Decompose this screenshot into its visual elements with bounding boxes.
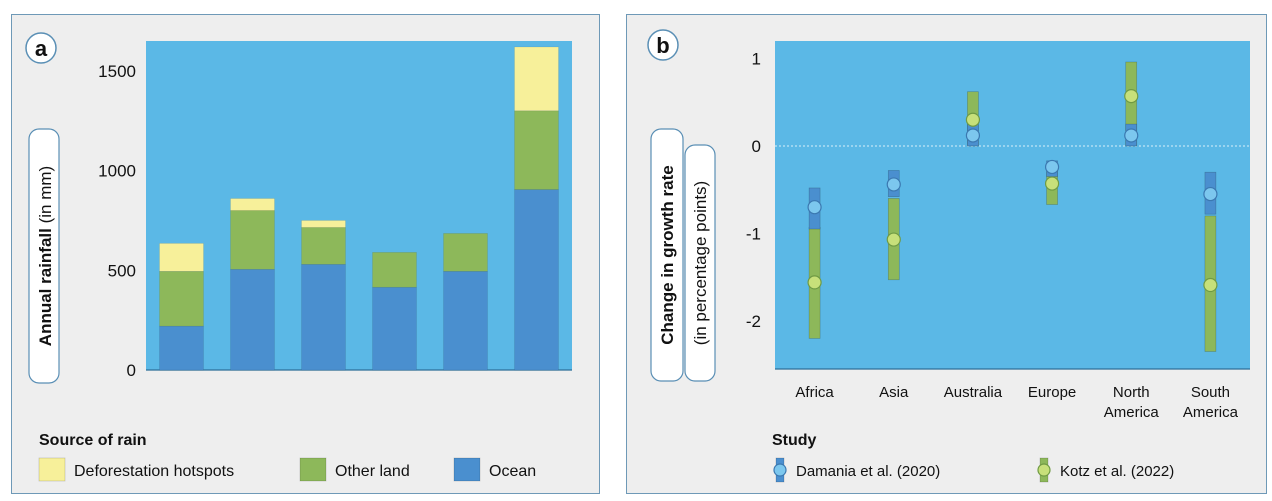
legend-label: Other land: [335, 463, 410, 480]
kotz-point: [807, 275, 822, 290]
panel-label-a-circle: [25, 32, 57, 64]
bar-ocean: [514, 189, 559, 371]
y-axis-label: Change in growth rate: [658, 165, 677, 344]
legend-marker: [1037, 463, 1051, 477]
legend-label: Deforestation hotspots: [74, 463, 234, 480]
legend-title: Source of rain: [39, 432, 147, 449]
y-tick-label: 1000: [98, 162, 136, 181]
kotz-point: [1203, 277, 1218, 293]
y-axis-label-box: [650, 128, 684, 382]
y-tick-label: 1500: [98, 62, 136, 81]
damania-point: [1124, 128, 1139, 143]
kotz-interval: [1125, 61, 1138, 147]
bar-deforestation-hotspots: [514, 46, 559, 112]
y-axis-label-bold: Annual rainfall: [36, 223, 55, 346]
x-tick-label: America: [1104, 404, 1160, 421]
rainfall-chart: a 0 500 1000 1500 Annual rainfall (in mm) Sour…: [25, 32, 572, 482]
x-tick-label: Asia: [879, 384, 909, 401]
y-tick-label: 500: [108, 261, 136, 280]
bar-ocean: [230, 269, 275, 371]
panel-label-b: b: [656, 33, 669, 58]
panel-b: b 1 0 -1 -2 Change in growth rate (in percenta…: [626, 14, 1267, 494]
bar-other-land: [514, 110, 559, 190]
plot-area: [775, 41, 1250, 369]
damania-point: [886, 177, 901, 192]
legend-title: Study: [772, 432, 817, 449]
bar-deforestation-hotspots: [230, 198, 275, 211]
x-tick-label: Australia: [944, 384, 1003, 401]
panel-label-b-circle: [647, 29, 679, 61]
legend-label: Ocean: [489, 463, 536, 480]
bar-other-land: [159, 270, 204, 327]
damania-point: [965, 128, 981, 143]
growth-chart: b 1 0 -1 -2 Change in growth rate (in percenta…: [647, 29, 1250, 483]
y-axis-unit-box: [684, 144, 716, 382]
y-axis-label: Annual rainfall (in mm): [36, 166, 55, 346]
legend-marker: [773, 463, 787, 477]
y-axis-label-unit: (in mm): [36, 166, 55, 224]
bar-other-land: [301, 227, 346, 265]
damania-point: [1203, 186, 1218, 202]
x-tick-label: South: [1191, 384, 1230, 401]
bar-other-land: [230, 210, 275, 270]
bar-ocean: [159, 325, 204, 371]
bar-ocean: [372, 286, 417, 371]
panel-a: a 0 500 1000 1500 Annual rainfall (in mm) Sour…: [11, 14, 600, 494]
legend-label: Damania et al. (2020): [796, 463, 940, 480]
y-tick-label: 1: [752, 49, 761, 68]
panel-label-a: a: [35, 36, 48, 61]
plot-area: [146, 41, 572, 370]
legend-swatch: [38, 457, 66, 482]
y-axis-unit: (in percentage points): [691, 181, 710, 345]
bar-other-land: [443, 233, 488, 272]
x-tick-label: Africa: [795, 384, 834, 401]
bar-ocean: [301, 264, 346, 371]
x-tick-label: Europe: [1028, 384, 1076, 401]
bar-deforestation-hotspots: [301, 220, 346, 228]
kotz-point: [965, 112, 981, 127]
legend-swatch: [299, 457, 327, 482]
bar-other-land: [372, 252, 417, 288]
kotz-point: [1044, 176, 1060, 191]
x-tick-label: America: [1183, 404, 1239, 421]
bar-deforestation-hotspots: [159, 243, 204, 272]
legend-label: Kotz et al. (2022): [1060, 463, 1174, 480]
y-axis-label-box: [28, 128, 60, 384]
y-tick-label: -1: [746, 224, 761, 243]
damania-point: [1044, 159, 1060, 175]
y-tick-label: 0: [127, 361, 136, 380]
damania-point: [807, 200, 822, 215]
kotz-point: [886, 232, 901, 247]
y-tick-label: 0: [752, 137, 761, 156]
bar-ocean: [443, 270, 488, 371]
y-tick-label: -2: [746, 312, 761, 331]
x-tick-label: North: [1113, 384, 1150, 401]
kotz-point: [1124, 89, 1139, 104]
legend-swatch: [453, 457, 481, 482]
